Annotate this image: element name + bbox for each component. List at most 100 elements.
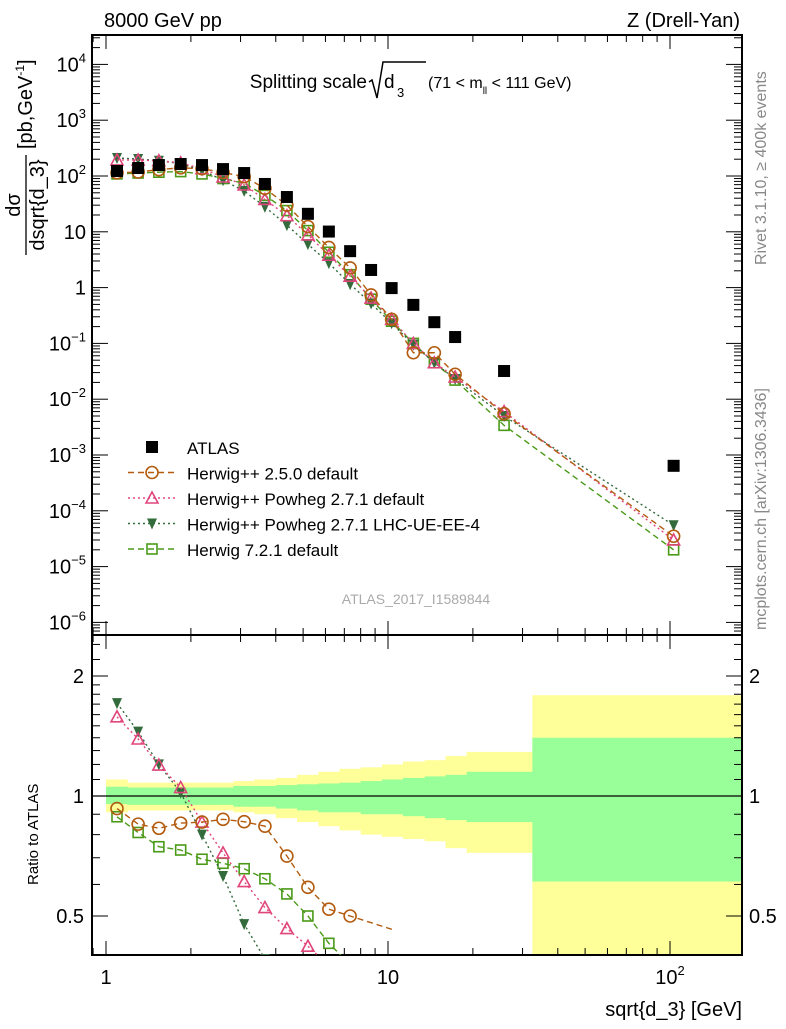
y-tick-label-text: 10 — [49, 333, 71, 355]
data-point-powheg — [384, 311, 399, 326]
data-point-atlas — [258, 177, 271, 190]
ratio-point-h250 — [237, 814, 251, 829]
data-point-h721 — [323, 246, 335, 259]
data-point-powheg — [342, 268, 358, 283]
annotation-prefix: Splitting scale — [250, 72, 367, 93]
ratio-line-h721 — [116, 816, 342, 955]
ratio-point-h250 — [280, 849, 294, 863]
ratio-point-h721 — [174, 844, 187, 856]
annotation-range-sub: ll — [483, 86, 487, 97]
y-tick-label: 103 — [57, 106, 86, 132]
y-tick-label-sup: −1 — [71, 329, 86, 344]
data-point-powheg_ue — [239, 185, 250, 197]
y-label-unit: [pb,GeV-1] — [13, 59, 37, 149]
legend-marker-h250 — [145, 465, 159, 480]
data-point-atlas — [365, 263, 378, 276]
y-tick-label-sup: 3 — [79, 106, 86, 121]
y-tick-label-text: 10 — [57, 54, 79, 76]
y-tick-label: 10−6 — [49, 608, 86, 634]
ratio-point-powheg_ue — [218, 870, 229, 882]
y-tick-label: 104 — [57, 50, 86, 76]
y-label-denominator: dsqrt{d_3} — [27, 159, 49, 251]
ratio-point-h721 — [259, 872, 271, 885]
y-label-numerator: dσ — [3, 193, 25, 217]
data-point-atlas — [667, 459, 680, 472]
ratio-point-powheg — [236, 873, 252, 888]
data-point-atlas — [344, 245, 357, 258]
data-point-powheg — [300, 227, 316, 241]
data-point-atlas — [280, 191, 293, 204]
annotation-range-start: (71 < m — [428, 75, 483, 92]
y-tick-label-text: 10 — [49, 612, 71, 634]
x-tick-label-text: 1 — [100, 967, 111, 989]
data-point-h250 — [497, 406, 511, 421]
data-point-powheg_ue — [259, 201, 270, 213]
ratio-point-h250 — [152, 821, 166, 836]
y-tick-label-sup: 4 — [79, 50, 86, 65]
ratio-line-h250 — [116, 808, 393, 931]
y-tick-label-text: 1 — [75, 278, 86, 300]
band-stat-uncertainty — [297, 784, 319, 811]
data-point-powheg_ue — [112, 153, 123, 165]
y-tick-label-text: 10 — [64, 222, 86, 244]
legend-label-powheg: Herwig++ Powheg 2.7.1 default — [187, 490, 424, 509]
ratio-bands — [106, 695, 742, 955]
ratio-point-h250 — [343, 909, 357, 923]
annotation-sqrt-sub: 3 — [397, 85, 404, 100]
data-point-powheg — [666, 532, 681, 546]
data-point-atlas — [132, 162, 145, 175]
band-stat-uncertainty — [424, 776, 447, 819]
band-stat-uncertainty — [466, 771, 533, 823]
ratio-point-h250 — [173, 816, 188, 830]
data-point-powheg_ue — [668, 520, 679, 532]
side-label-rivet: Rivet 3.1.10, ≥ 400k events — [753, 71, 770, 265]
data-point-h250 — [427, 345, 442, 360]
ratio-point-powheg — [151, 757, 167, 771]
data-point-powheg — [447, 369, 463, 383]
data-point-atlas — [407, 298, 420, 311]
y-tick-label: 10−2 — [49, 385, 86, 411]
data-point-h250 — [322, 240, 336, 255]
y-tick-label-sup: −6 — [71, 608, 86, 623]
ratio-y-tick-label-right: 2 — [749, 666, 760, 688]
y-tick-label-text: 10 — [57, 166, 79, 188]
data-point-powheg — [236, 177, 252, 191]
ratio-point-powheg_ue — [239, 919, 250, 931]
ratio-point-powheg — [173, 779, 189, 794]
annotation-sqrt-arg: d — [384, 72, 395, 93]
ratio-point-powheg — [323, 959, 335, 970]
ratio-point-h721 — [196, 853, 208, 866]
y-tick-label: 102 — [57, 162, 86, 188]
legend-label-h250: Herwig++ 2.5.0 default — [187, 465, 358, 484]
ratio-point-powheg — [109, 709, 125, 723]
ratio-point-powheg_ue — [259, 954, 270, 955]
ratio-y-tick-label-right: 1 — [749, 786, 760, 808]
band-stat-uncertainty — [339, 782, 362, 813]
data-point-atlas — [301, 207, 314, 220]
y-tick-label-sup: −3 — [71, 441, 86, 456]
ratio-point-h721 — [323, 937, 335, 950]
data-point-powheg — [279, 207, 295, 222]
ratio-point-h721 — [153, 840, 165, 853]
ratio-point-powheg — [257, 899, 273, 914]
data-point-atlas — [196, 159, 209, 172]
data-point-h250 — [666, 529, 681, 544]
ratio-point-h721 — [132, 826, 144, 839]
ratio-point-h250 — [195, 815, 209, 829]
sqrt-sign-icon — [368, 61, 426, 99]
ratio-point-powheg — [300, 938, 316, 952]
x-tick-label: 102 — [655, 963, 684, 989]
header-left: 8000 GeV pp — [104, 10, 222, 32]
header-right: Z (Drell-Yan) — [627, 10, 740, 32]
y-tick-label: 10−5 — [49, 553, 86, 579]
ratio-point-h721 — [345, 959, 355, 969]
legend-marker-powheg — [144, 490, 160, 504]
data-point-h250 — [448, 367, 462, 382]
annotation: Splitting scale d 3 (71 < mll < 111 GeV) — [250, 61, 571, 100]
y-tick-label-text: 10 — [49, 389, 71, 411]
x-tick-label-text: 10 — [655, 967, 677, 989]
ratio-line-powheg — [116, 716, 319, 955]
ratio-point-powheg — [279, 920, 295, 935]
side-label-mcplots: mcplots.cern.ch [arXiv:1306.3436] — [753, 388, 770, 630]
